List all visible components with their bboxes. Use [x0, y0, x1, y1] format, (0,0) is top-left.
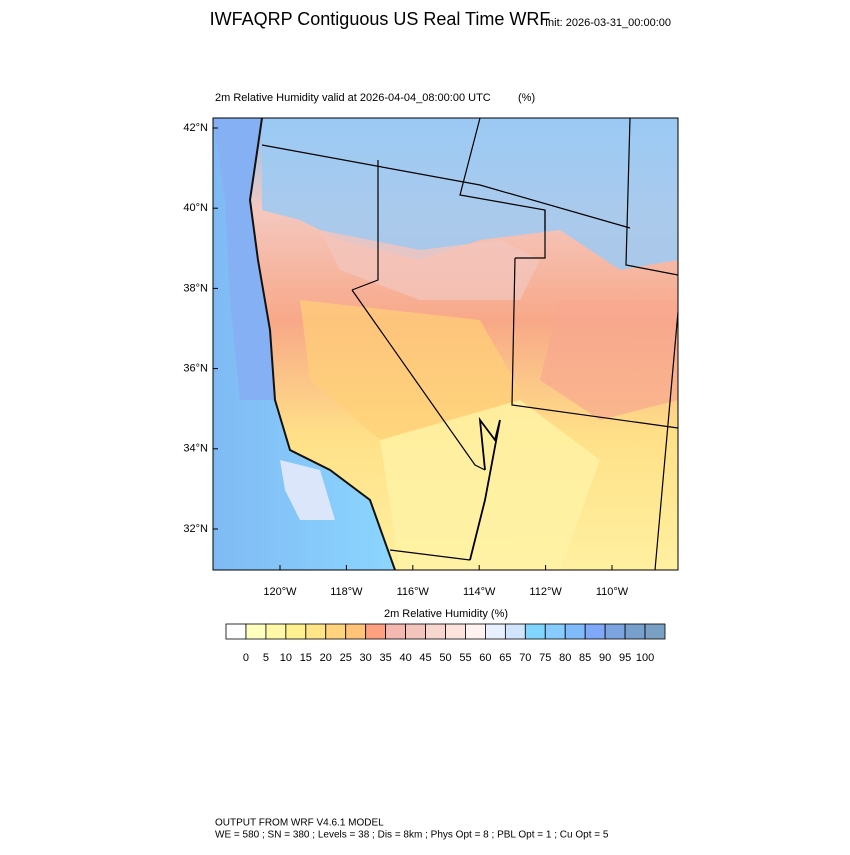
colorbar-label: 5 [263, 652, 269, 664]
colorbar-label: 65 [499, 652, 511, 664]
lat-label: 38°N [183, 282, 208, 294]
footer-line: OUTPUT FROM WRF V4.6.1 MODEL [215, 818, 384, 829]
colorbar-label: 50 [439, 652, 451, 664]
colorbar-title: 2m Relative Humidity (%) [384, 608, 508, 620]
colorbar-box [504, 623, 526, 640]
colorbar-box [445, 623, 466, 640]
colorbar-box [644, 623, 666, 640]
footer-line: WE = 580 ; SN = 380 ; Levels = 38 ; Dis … [215, 830, 609, 841]
colorbar: 0 5 10 15 20 25 30 35 40 45 50 55 60 65 70 75 80 85 90 95 10… [225, 623, 666, 664]
colorbar-box [405, 623, 426, 640]
lon-label: 118°W [330, 586, 363, 598]
colorbar-label: 70 [519, 652, 531, 664]
lat-label: 42°N [183, 122, 208, 134]
colorbar-label: 95 [619, 652, 631, 664]
colorbar-label: 60 [479, 652, 491, 664]
colorbar-box [544, 623, 566, 640]
colorbar-box [584, 623, 606, 640]
colorbar-label: 15 [300, 652, 312, 664]
colorbar-label: 45 [419, 652, 431, 664]
colorbar-label: 20 [320, 652, 332, 664]
colorbar-box [465, 623, 486, 640]
colorbar-box [604, 623, 626, 640]
colorbar-label: 35 [380, 652, 392, 664]
lat-label: 32°N [183, 523, 208, 535]
colorbar-label: 85 [579, 652, 591, 664]
colorbar-label: 40 [399, 652, 411, 664]
colorbar-label: 55 [459, 652, 471, 664]
colorbar-box [305, 623, 327, 640]
title: IWFAQRP Contiguous US Real Time WRF [210, 9, 551, 29]
lon-label: 120°W [263, 586, 297, 598]
colorbar-box [265, 623, 287, 640]
colorbar-box [425, 623, 446, 640]
lon-label: 112°W [529, 586, 562, 598]
colorbar-label: 10 [280, 652, 292, 664]
colorbar-label: 75 [539, 652, 551, 664]
colorbar-label: 0 [243, 652, 249, 664]
colorbar-box [225, 623, 247, 640]
lat-label: 40°N [183, 202, 208, 214]
lon-label: 114°W [463, 586, 496, 598]
colorbar-box [245, 623, 267, 640]
colorbar-box [624, 623, 646, 640]
map-axes: 42°N 40°N 38°N 36°N 34°N 32°N 120°W 118°W 116°W 1… [183, 122, 628, 598]
lat-label: 36°N [183, 363, 208, 375]
colorbar-box [345, 623, 367, 640]
colorbar-label: 100 [636, 652, 654, 664]
lat-label: 34°N [183, 443, 208, 455]
units: (%) [518, 92, 535, 104]
colorbar-box [485, 623, 506, 640]
colorbar-box [325, 623, 347, 640]
lon-label: 110°W [596, 586, 629, 598]
subtitle: 2m Relative Humidity valid at 2026-04-04… [215, 92, 491, 104]
colorbar-box [385, 623, 406, 640]
colorbar-label: 25 [340, 652, 352, 664]
colorbar-label: 80 [559, 652, 571, 664]
colorbar-label: 30 [360, 652, 372, 664]
colorbar-label: 90 [599, 652, 611, 664]
colorbar-box [285, 623, 307, 640]
map [212, 117, 679, 571]
init-time: Init: 2026-03-31_00:00:00 [545, 17, 671, 29]
lon-label: 116°W [397, 586, 430, 598]
colorbar-box [524, 623, 546, 640]
colorbar-box [564, 623, 586, 640]
colorbar-box [365, 623, 387, 640]
